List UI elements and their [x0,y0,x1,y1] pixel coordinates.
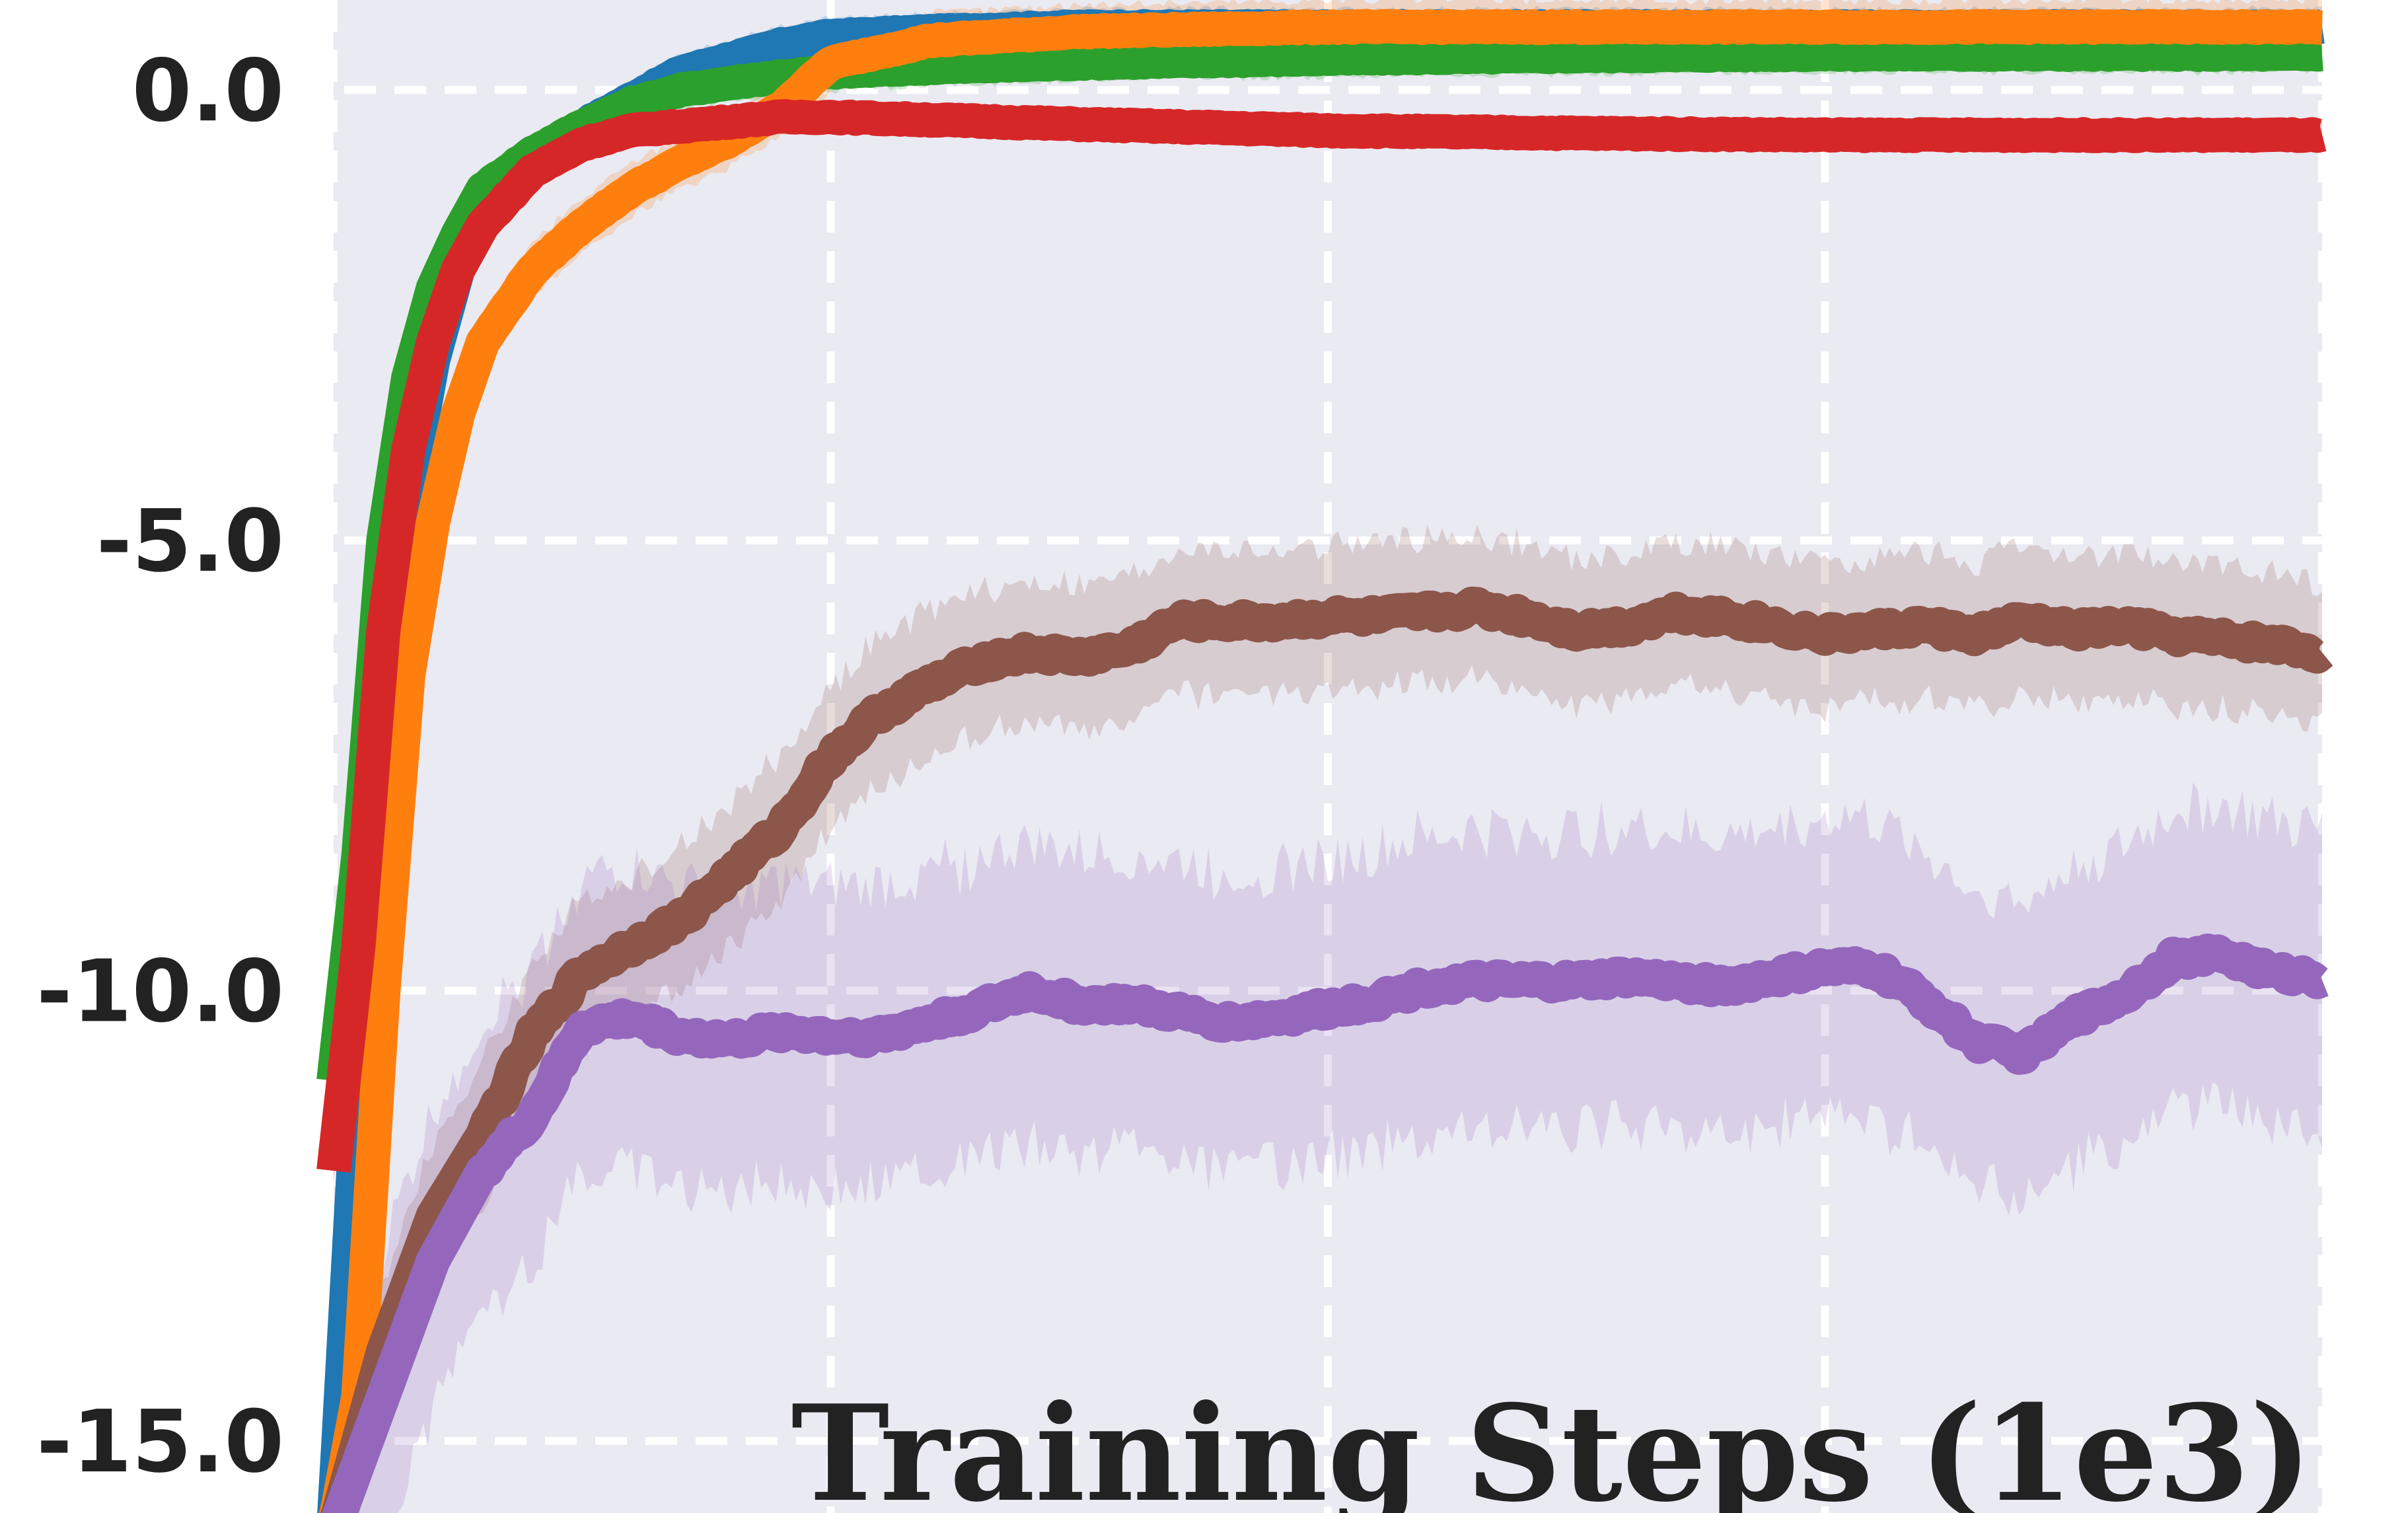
series-line-3 [316,99,2335,1173]
series-lines [316,9,2335,1513]
y-tick-label-3: -15.0 [36,1391,284,1492]
x-axis-title: Training Steps (1e3) [791,1376,2312,1513]
series-line-4 [320,586,2335,1513]
y-tick-label-2: -10.0 [36,941,284,1041]
y-tick-labels: 0.0 -5.0 -10.0 -15.0 [36,40,284,1492]
series-line-1 [316,36,2335,1083]
y-tick-label-0: 0.0 [132,40,284,141]
y-tick-label-1: -5.0 [96,491,284,591]
series-line-2 [318,9,2335,1513]
series-line-5 [321,934,2335,1513]
